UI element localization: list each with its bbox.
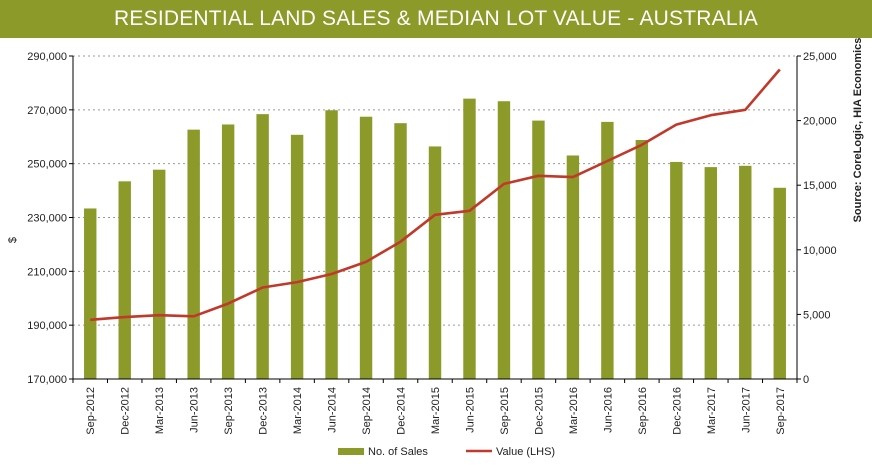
left-axis-title: $ xyxy=(7,237,19,243)
left-tick-label: 250,000 xyxy=(27,159,67,171)
x-tick-label: Jun-2014 xyxy=(327,387,339,433)
axes xyxy=(69,55,801,383)
left-tick-label: 170,000 xyxy=(27,374,67,386)
bar xyxy=(566,155,580,379)
x-tick-label: Dec-2013 xyxy=(258,387,270,435)
legend: No. of Sales Value (LHS) xyxy=(338,446,555,458)
left-tick-label: 210,000 xyxy=(27,266,67,278)
right-tick-label: 0 xyxy=(803,374,809,386)
left-tick-label: 230,000 xyxy=(27,213,67,225)
x-tick-label: Dec-2014 xyxy=(396,387,408,435)
bar xyxy=(394,123,407,380)
bar xyxy=(635,139,649,379)
value-line xyxy=(90,68,781,322)
x-tick-label: Dec-2016 xyxy=(671,387,683,435)
x-axis-ticks: Sep-2012 Dec-2012 Mar-2013 Jun-2013 Sep-2013… xyxy=(85,387,787,435)
left-tick-label: 190,000 xyxy=(27,320,67,332)
x-tick-label: Jun-2016 xyxy=(602,387,614,433)
legend-bar-label: No. of Sales xyxy=(368,446,428,458)
x-tick-label: Jun-2013 xyxy=(189,387,201,433)
right-tick-label: 25,000 xyxy=(803,51,837,63)
bar xyxy=(118,181,131,379)
chart-title-banner: RESIDENTIAL LAND SALES & MEDIAN LOT VALU… xyxy=(0,0,872,38)
bar xyxy=(84,208,97,379)
bar xyxy=(187,129,200,379)
left-tick-label: 290,000 xyxy=(27,51,67,63)
x-tick-label: Mar-2014 xyxy=(292,387,304,434)
bar xyxy=(704,167,718,379)
x-tick-label: Sep-2017 xyxy=(775,387,787,435)
x-tick-label: Jun-2017 xyxy=(740,387,752,433)
bar xyxy=(359,116,373,379)
chart-title: RESIDENTIAL LAND SALES & MEDIAN LOT VALU… xyxy=(114,7,758,30)
bar xyxy=(532,120,545,379)
right-tick-label: 5,000 xyxy=(803,309,831,321)
left-axis-ticks: 170,000 190,000 210,000 230,000 250,000 270,0… xyxy=(27,51,67,386)
x-tick-label: Sep-2016 xyxy=(637,387,649,435)
legend-bar-swatch xyxy=(338,448,364,455)
x-tick-label: Jun-2015 xyxy=(464,387,476,433)
bar xyxy=(773,187,786,379)
right-tick-label: 10,000 xyxy=(803,245,837,257)
legend-line-label: Value (LHS) xyxy=(496,446,555,458)
bar xyxy=(290,134,304,379)
left-tick-label: 270,000 xyxy=(27,105,67,117)
right-tick-label: 15,000 xyxy=(803,180,837,192)
x-tick-label: Mar-2013 xyxy=(154,387,166,434)
x-tick-label: Dec-2015 xyxy=(533,387,545,435)
bar xyxy=(739,165,752,379)
right-axis-ticks: 0 5,000 10,000 15,000 20,000 25,000 xyxy=(803,51,837,386)
x-tick-label: Sep-2015 xyxy=(499,387,511,435)
x-tick-label: Sep-2012 xyxy=(85,387,97,435)
bar xyxy=(670,161,683,379)
x-tick-label: Mar-2015 xyxy=(430,387,442,434)
bar xyxy=(325,110,338,379)
line-series xyxy=(90,68,781,322)
bar xyxy=(428,146,442,379)
bar xyxy=(152,169,166,379)
x-tick-label: Sep-2013 xyxy=(223,387,235,435)
bar xyxy=(221,124,235,379)
bar xyxy=(601,121,614,379)
bar-series xyxy=(84,98,786,380)
bar xyxy=(463,98,476,380)
x-tick-label: Dec-2012 xyxy=(120,387,132,435)
x-tick-label: Mar-2017 xyxy=(706,387,718,434)
bar xyxy=(256,114,269,379)
source-note: Source: CoreLogic, HIA Economics xyxy=(852,38,864,223)
bar xyxy=(497,101,511,379)
right-tick-label: 20,000 xyxy=(803,116,837,128)
x-tick-label: Sep-2014 xyxy=(361,387,373,435)
x-tick-label: Mar-2016 xyxy=(568,387,580,434)
